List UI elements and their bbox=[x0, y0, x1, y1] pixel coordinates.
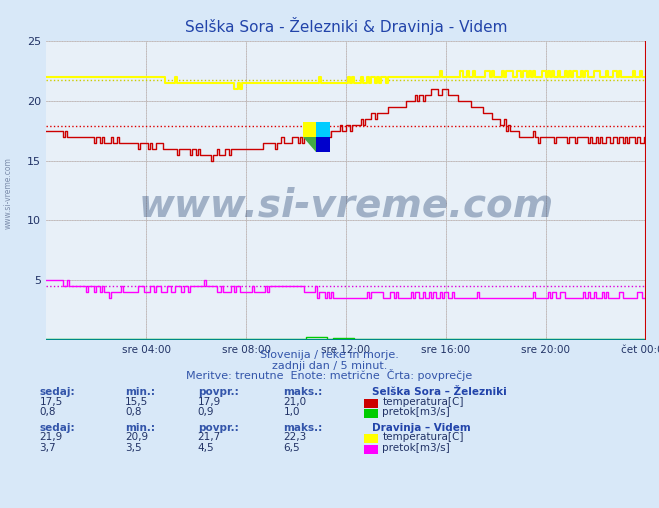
Text: min.:: min.: bbox=[125, 387, 156, 397]
Text: Slovenija / reke in morje.: Slovenija / reke in morje. bbox=[260, 350, 399, 360]
Text: www.si-vreme.com: www.si-vreme.com bbox=[3, 157, 13, 229]
Text: 15,5: 15,5 bbox=[125, 397, 148, 407]
Text: www.si-vreme.com: www.si-vreme.com bbox=[138, 186, 554, 225]
Text: maks.:: maks.: bbox=[283, 423, 323, 433]
Text: 3,7: 3,7 bbox=[40, 442, 56, 453]
Text: sedaj:: sedaj: bbox=[40, 423, 75, 433]
Text: 17,9: 17,9 bbox=[198, 397, 221, 407]
Text: min.:: min.: bbox=[125, 423, 156, 433]
Text: temperatura[C]: temperatura[C] bbox=[382, 397, 464, 407]
Title: Selška Sora - Železniki & Dravinja - Videm: Selška Sora - Železniki & Dravinja - Vid… bbox=[185, 17, 507, 36]
Bar bbox=[303, 122, 316, 137]
Text: 3,5: 3,5 bbox=[125, 442, 142, 453]
Text: Selška Sora – Železniki: Selška Sora – Železniki bbox=[372, 387, 507, 397]
Text: 20,9: 20,9 bbox=[125, 432, 148, 442]
Text: zadnji dan / 5 minut.: zadnji dan / 5 minut. bbox=[272, 361, 387, 371]
Text: 21,7: 21,7 bbox=[198, 432, 221, 442]
Text: 17,5: 17,5 bbox=[40, 397, 63, 407]
Text: Dravinja – Videm: Dravinja – Videm bbox=[372, 423, 471, 433]
Text: 1,0: 1,0 bbox=[283, 407, 300, 417]
Text: maks.:: maks.: bbox=[283, 387, 323, 397]
Polygon shape bbox=[303, 137, 316, 152]
Text: 22,3: 22,3 bbox=[283, 432, 306, 442]
Text: povpr.:: povpr.: bbox=[198, 423, 239, 433]
Text: povpr.:: povpr.: bbox=[198, 387, 239, 397]
Text: 21,9: 21,9 bbox=[40, 432, 63, 442]
Text: 6,5: 6,5 bbox=[283, 442, 300, 453]
Bar bbox=[316, 137, 330, 152]
Text: temperatura[C]: temperatura[C] bbox=[382, 432, 464, 442]
Text: sedaj:: sedaj: bbox=[40, 387, 75, 397]
Text: 0,8: 0,8 bbox=[40, 407, 56, 417]
Text: 0,9: 0,9 bbox=[198, 407, 214, 417]
Text: Meritve: trenutne  Enote: metrične  Črta: povprečje: Meritve: trenutne Enote: metrične Črta: … bbox=[186, 369, 473, 382]
Bar bbox=[316, 122, 330, 137]
Text: pretok[m3/s]: pretok[m3/s] bbox=[382, 442, 450, 453]
Text: 4,5: 4,5 bbox=[198, 442, 214, 453]
Text: 21,0: 21,0 bbox=[283, 397, 306, 407]
Text: 0,8: 0,8 bbox=[125, 407, 142, 417]
Text: pretok[m3/s]: pretok[m3/s] bbox=[382, 407, 450, 417]
